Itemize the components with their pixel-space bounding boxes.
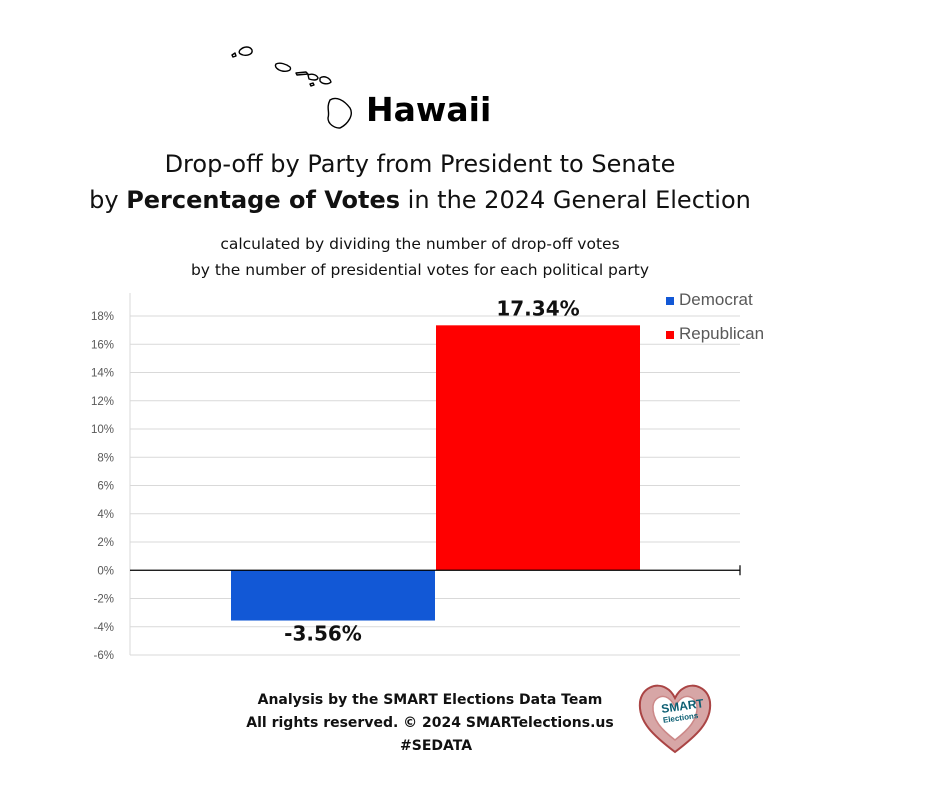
footer-credit: Analysis by the SMART Elections Data Tea… <box>257 692 603 708</box>
legend-swatch-democrat <box>666 297 674 305</box>
y-tick-label: 8% <box>97 452 114 464</box>
data-label: -3.56% <box>284 622 362 646</box>
title-suffix: in the 2024 General Election <box>400 186 751 214</box>
bar-republican <box>436 325 640 571</box>
y-tick-label: 12% <box>91 396 114 408</box>
y-tick-label: 0% <box>97 565 114 577</box>
hawaii-islands-icon <box>231 46 352 129</box>
state-name: Hawaii <box>366 90 492 129</box>
chart-title-line2: by Percentage of Votes in the 2024 Gener… <box>0 186 840 214</box>
chart-subtitle-line2: by the number of presidential votes for … <box>190 261 650 279</box>
y-tick-label: 10% <box>91 424 114 436</box>
chart-title-line1: Drop-off by Party from President to Sena… <box>164 150 676 178</box>
y-tick-label: 18% <box>91 311 114 323</box>
bar-democrat <box>231 570 435 621</box>
y-tick-label: 6% <box>97 481 114 493</box>
y-tick-label: 14% <box>91 368 114 380</box>
y-tick-label: 4% <box>97 509 114 521</box>
y-tick-label: -4% <box>94 622 114 634</box>
chart-subtitle-line1: calculated by dividing the number of dro… <box>220 235 620 253</box>
footer-rights: All rights reserved. © 2024 SMARTelectio… <box>246 715 614 731</box>
bar-chart: -6% -4% -2% 0% 2% 4% 6% 8% 10% 12% 14% 16% 18% -3.56%… <box>91 290 764 662</box>
footer-hashtag: #SEDATA <box>400 738 473 754</box>
legend-swatch-republican <box>666 331 674 339</box>
smart-elections-heart-logo <box>638 684 712 754</box>
data-label: 17.34% <box>496 296 579 320</box>
y-tick-label: 2% <box>97 537 114 549</box>
legend-label-democrat: Democrat <box>679 290 753 309</box>
title-bold: Percentage of Votes <box>126 186 401 214</box>
y-tick-label: -2% <box>94 594 114 606</box>
y-tick-label: -6% <box>94 650 114 662</box>
legend-label-republican: Republican <box>679 324 764 343</box>
y-tick-label: 16% <box>91 339 114 351</box>
title-prefix: by <box>89 186 127 214</box>
